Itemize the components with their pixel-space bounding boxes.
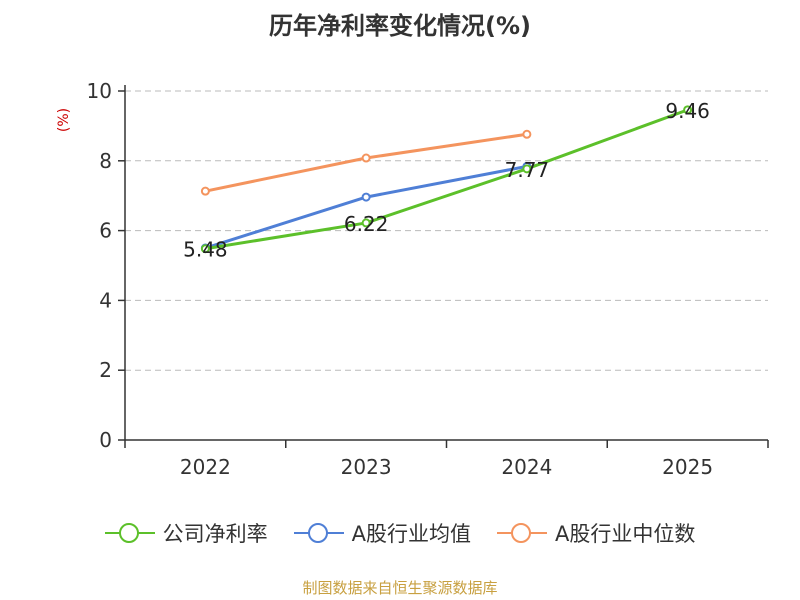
y-tick-label: 10: [87, 79, 112, 103]
data-label: 5.48: [183, 238, 228, 262]
legend-marker-icon: [497, 523, 547, 543]
x-tick-label: 2025: [662, 455, 713, 479]
data-point: [361, 192, 371, 202]
x-tick-label: 2022: [180, 455, 231, 479]
grid-lines: [125, 90, 768, 371]
y-tick-label: 8: [99, 149, 112, 173]
data-label: 7.77: [505, 158, 550, 182]
data-label: 9.46: [665, 99, 710, 123]
legend-item-company[interactable]: 公司净利率: [104, 518, 268, 548]
y-tick-label: 6: [99, 219, 112, 243]
y-tick-label: 2: [99, 358, 112, 382]
legend-label: A股行业均值: [351, 522, 471, 546]
y-tick-label: 0: [99, 428, 112, 452]
data-point: [522, 164, 532, 174]
chart-title: 历年净利率变化情况(%): [269, 12, 531, 40]
data-label: 6.22: [344, 212, 389, 236]
data-source-note: 制图数据来自恒生聚源数据库: [302, 579, 498, 597]
x-tick-label: 2024: [501, 455, 552, 479]
data-labels: 5.48 6.22 7.77 9.46: [183, 99, 710, 262]
legend-label: A股行业中位数: [555, 522, 696, 546]
legend-label: 公司净利率: [162, 522, 268, 546]
legend-marker-icon: [293, 523, 344, 543]
data-point: [361, 218, 371, 228]
x-axis: 2022 2023 2024 2025: [124, 439, 769, 479]
legend-item-industry-mean[interactable]: A股行业均值: [293, 518, 471, 548]
legend-item-industry-median[interactable]: A股行业中位数: [497, 518, 695, 548]
legend: 公司净利率 A股行业均值 A股行业中位数: [0, 518, 800, 548]
data-point: [683, 105, 693, 115]
legend-marker-icon: [104, 523, 155, 543]
data-point: [200, 244, 210, 254]
series-lines: [200, 105, 693, 254]
data-point: [361, 153, 371, 163]
data-point: [200, 186, 210, 196]
data-point: [522, 129, 532, 139]
series-line: [205, 108, 689, 251]
x-tick-label: 2023: [341, 455, 392, 479]
y-tick-label: 4: [99, 288, 112, 312]
y-axis: 0 2 4 6 8 10: [87, 79, 126, 452]
series-line: [205, 132, 528, 193]
